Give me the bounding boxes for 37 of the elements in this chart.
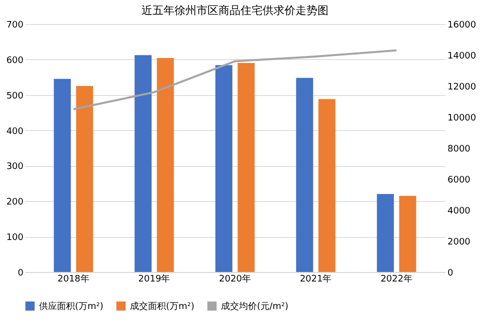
chart-title: 近五年徐州市区商品住宅供求价走势图 xyxy=(142,4,328,17)
bar xyxy=(134,55,152,272)
bar xyxy=(399,196,416,272)
y2-tick-label: 6000 xyxy=(448,176,471,186)
bar xyxy=(54,78,71,272)
bar xyxy=(215,65,232,272)
bar xyxy=(376,194,394,272)
y2-tick-label: 14000 xyxy=(448,52,476,62)
y-tick-label: 700 xyxy=(6,20,24,30)
legend-label: 成交均价(元/m²) xyxy=(221,301,288,312)
y-tick-label: 600 xyxy=(6,56,24,66)
bar xyxy=(318,99,336,272)
y2-tick-label: 10000 xyxy=(448,114,476,124)
line-series xyxy=(72,49,398,110)
x-tick-label: 2019年 xyxy=(138,274,170,284)
y-tick-label: 300 xyxy=(6,162,24,172)
y2-tick-label: 16000 xyxy=(448,20,476,30)
y2-tick-label: 2000 xyxy=(448,238,471,248)
bar xyxy=(156,58,174,272)
bar xyxy=(238,62,255,272)
y2-tick-label: 8000 xyxy=(448,144,471,154)
y2-tick-label: 12000 xyxy=(448,82,476,92)
legend-label: 供应面积(万m²) xyxy=(39,301,104,312)
bar xyxy=(296,78,314,272)
x-tick-label: 2020年 xyxy=(219,274,251,284)
x-tick-label: 2018年 xyxy=(58,274,90,284)
bar xyxy=(76,86,94,272)
y-tick-label: 400 xyxy=(6,126,24,137)
y2-tick-label: 0 xyxy=(448,268,454,278)
y-tick-label: 100 xyxy=(6,233,24,244)
x-tick-label: 2021年 xyxy=(300,274,332,284)
y-tick-label: 0 xyxy=(18,268,24,278)
legend-label: 成交面积(万m²) xyxy=(130,301,194,312)
y-tick-label: 500 xyxy=(6,91,24,102)
y-tick-label: 200 xyxy=(6,198,24,208)
y2-tick-label: 4000 xyxy=(448,206,471,216)
x-tick-label: 2022年 xyxy=(380,274,412,284)
